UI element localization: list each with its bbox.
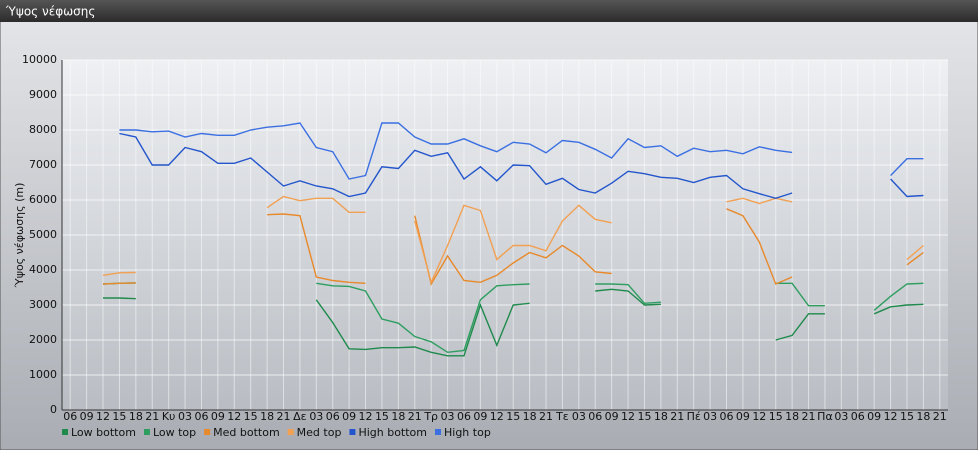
x-tick-label: Πέ [687,410,701,423]
x-tick-label: 15 [506,410,520,423]
x-tick-label: 21 [539,410,553,423]
x-tick-label: 15 [375,410,389,423]
legend-swatch [349,429,356,435]
x-tick-label: Κυ [162,410,176,423]
legend-swatch [143,429,150,435]
x-tick-label: 12 [96,410,110,423]
x-tick-label: 18 [391,410,405,423]
x-tick-label: 12 [884,410,898,423]
x-tick-label: 09 [342,410,356,423]
legend-swatch [62,429,68,435]
y-tick-label: 2000 [29,333,57,346]
x-tick-label: 21 [933,410,947,423]
x-tick-label: 06 [588,410,602,423]
legend-label: Med bottom [213,426,280,439]
x-tick-label: 09 [473,410,487,423]
x-tick-label: 18 [654,410,668,423]
x-tick-label: 12 [227,410,241,423]
x-tick-label: 15 [244,410,258,423]
x-tick-label: 09 [211,410,225,423]
x-tick-label: Τρ [423,410,438,423]
legend-label: High top [444,426,491,439]
x-tick-label: 06 [194,410,208,423]
y-tick-label: 8000 [29,123,57,136]
x-tick-label: Δε [293,410,307,423]
legend-label: Med top [297,426,342,439]
x-tick-label: 12 [752,410,766,423]
x-tick-label: 15 [112,410,126,423]
legend-swatch [204,429,211,435]
y-tick-label: 6000 [29,193,57,206]
series-line [102,195,924,285]
y-tick-label: 9000 [29,88,57,101]
x-tick-label: 06 [326,410,340,423]
x-tick-label: 21 [277,410,291,423]
y-tick-label: 7000 [29,158,57,171]
x-tick-label: 09 [867,410,881,423]
legend-label: Low top [153,426,196,439]
y-axis-label: Ύψος νέφωσης (m) [13,183,26,289]
x-tick-label: 03 [703,410,717,423]
legend-swatch [287,429,294,435]
series-line [119,132,924,200]
x-tick-label: 06 [457,410,471,423]
x-tick-label: 12 [490,410,504,423]
x-tick-label: 03 [441,410,455,423]
x-tick-label: 15 [637,410,651,423]
y-tick-label: 10000 [22,53,57,66]
x-tick-label: 06 [63,410,77,423]
x-tick-label: 21 [145,410,159,423]
legend-swatch [435,429,441,435]
title-bar [0,0,978,22]
x-tick-label: 15 [769,410,783,423]
x-tick-label: 18 [785,410,799,423]
x-tick-label: 06 [851,410,865,423]
series-line [103,288,924,357]
x-tick-label: 18 [523,410,537,423]
x-tick-label: Πα [817,410,833,423]
x-tick-label: 09 [736,410,750,423]
x-tick-label: 21 [802,410,816,423]
legend-label: Low bottom [71,426,136,439]
x-tick-label: 12 [359,410,373,423]
x-tick-label: 12 [621,410,635,423]
y-tick-label: 4000 [29,263,57,276]
y-tick-label: 0 [50,403,57,416]
x-tick-label: 03 [178,410,192,423]
x-tick-label: Τε [555,410,569,423]
x-tick-label: 06 [720,410,734,423]
x-tick-label: 03 [572,410,586,423]
series-line [102,208,924,286]
x-tick-label: 03 [309,410,323,423]
x-tick-label: 18 [916,410,930,423]
x-tick-label: 15 [900,410,914,423]
y-tick-label: 3000 [29,298,57,311]
y-tick-label: 1000 [29,368,57,381]
y-tick-label: 5000 [29,228,57,241]
x-tick-label: 09 [80,410,94,423]
x-tick-label: 18 [260,410,274,423]
legend-label: High bottom [358,426,427,439]
x-tick-label: 03 [834,410,848,423]
x-tick-label: 21 [408,410,422,423]
x-tick-label: 21 [670,410,684,423]
chart-title: Ύψος νέφωσης [5,5,95,19]
x-tick-label: 09 [605,410,619,423]
series-line [119,122,924,180]
x-tick-label: 18 [129,410,143,423]
